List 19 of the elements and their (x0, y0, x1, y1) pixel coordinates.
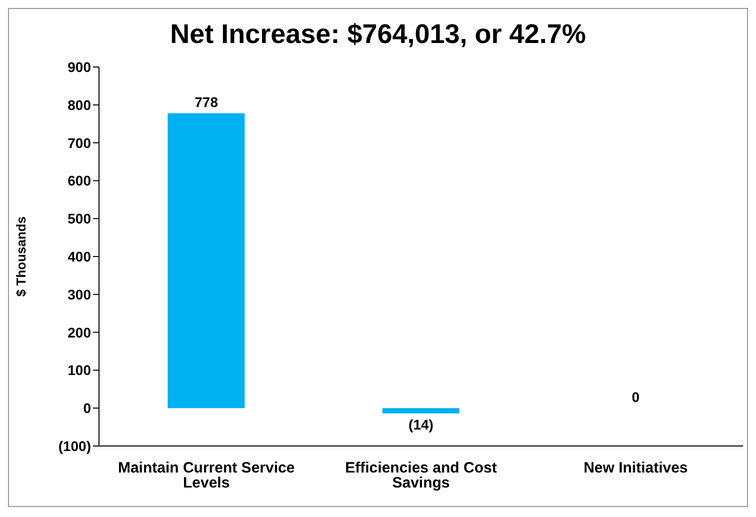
y-tick-label: 500 (68, 210, 92, 227)
y-axis-title: $ Thousands (14, 216, 29, 297)
y-tick-label: 900 (68, 58, 92, 75)
y-tick-label: 800 (68, 96, 92, 113)
data-label: 778 (194, 94, 218, 110)
y-tick-label: 400 (68, 248, 92, 264)
y-tick-label: (100) (58, 438, 91, 454)
y-tick-label: 600 (68, 172, 92, 189)
y-tick-label: 200 (68, 324, 92, 340)
y-tick-label: 0 (83, 400, 92, 416)
y-tick-label: 700 (68, 134, 92, 151)
y-tick-label: 300 (68, 286, 92, 302)
chart-title: Net Increase: $764,013, or 42.7% (169, 19, 587, 51)
x-tick-label: Efficiencies and Cost Savings (345, 460, 497, 492)
data-label: 0 (632, 389, 640, 406)
x-tick-label: New Initiatives (584, 460, 688, 477)
x-tick-label: Maintain Current Service Levels (118, 460, 295, 492)
y-tick-label: 100 (68, 362, 92, 378)
data-label: (14) (408, 416, 434, 432)
